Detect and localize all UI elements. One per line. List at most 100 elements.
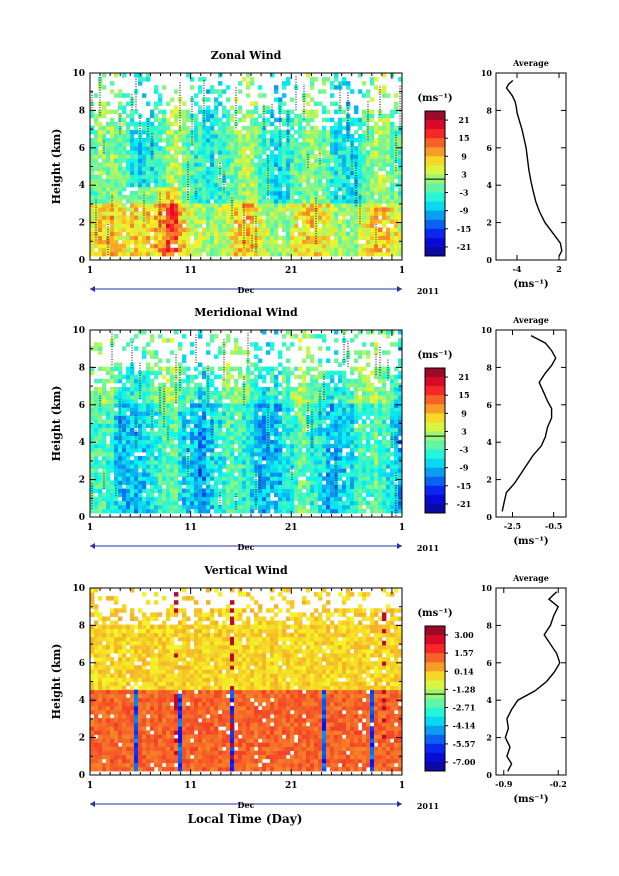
heatmap-cell [382, 93, 387, 98]
heatmap-cell [126, 403, 131, 408]
heatmap-cell [182, 109, 187, 115]
heatmap-cell [294, 399, 299, 404]
heatmap-cell [218, 476, 223, 481]
heatmap-cell [166, 378, 171, 384]
heatmap-cell [302, 460, 307, 465]
heatmap-cell [242, 452, 247, 457]
heatmap-cell [158, 101, 163, 106]
heatmap-cell [134, 399, 139, 404]
heatmap-cell [310, 154, 315, 159]
heatmap-cell [186, 223, 191, 228]
heatmap-cell [286, 504, 291, 510]
heatmap-cell [162, 480, 167, 485]
heatmap-cell [110, 427, 115, 433]
heatmap-cell [150, 427, 155, 433]
heatmap-cell [122, 386, 127, 392]
heatmap-cell [258, 370, 263, 376]
colorbar-tick-label: 3 [461, 169, 467, 179]
heatmap-cell [210, 488, 215, 493]
heatmap-cell [274, 508, 279, 514]
heatmap-cell [114, 146, 119, 151]
heatmap-cell [122, 480, 127, 485]
heatmap-cell [130, 166, 135, 171]
heatmap-cell [134, 484, 139, 489]
heatmap-cell [234, 239, 239, 245]
heatmap-cell [306, 101, 311, 106]
heatmap-cell [294, 113, 299, 119]
heatmap-cell [158, 399, 163, 404]
heatmap-cell [102, 219, 107, 224]
heatmap-cell [222, 492, 227, 498]
heatmap-cell [246, 154, 251, 159]
heatmap-cell [114, 174, 119, 180]
heatmap-cell [258, 239, 263, 245]
heatmap-cell [162, 456, 167, 461]
heatmap-cell [226, 496, 231, 502]
heatmap-cell [242, 468, 247, 473]
heatmap-cell [318, 247, 323, 253]
heatmap-cell [286, 480, 291, 485]
heatmap-cell [250, 154, 255, 159]
heatmap-cell [254, 182, 259, 188]
heatmap-cell [178, 182, 183, 188]
heatmap-cell [198, 443, 203, 449]
heatmap-cell [126, 443, 131, 449]
heatmap-cell [218, 346, 223, 351]
heatmap-cell [222, 415, 227, 420]
heatmap-cell [302, 93, 307, 98]
heatmap-cell [130, 366, 135, 372]
heatmap-cell [150, 488, 155, 493]
heatmap-cell [306, 231, 311, 236]
heatmap-cell [306, 419, 311, 424]
heatmap-cell [226, 492, 231, 498]
heatmap-cell [234, 403, 239, 408]
heatmap-cell [222, 484, 227, 489]
heatmap-cell [142, 215, 147, 220]
heatmap-cell [226, 439, 231, 445]
heatmap-cell [194, 391, 199, 396]
heatmap-cell [282, 411, 287, 416]
heatmap-cell [310, 500, 315, 506]
heatmap-cell [102, 447, 107, 453]
heatmap-cell [194, 407, 199, 412]
heatmap-cell [194, 211, 199, 216]
heatmap-cell [334, 158, 339, 163]
heatmap-cell [98, 480, 103, 485]
heatmap-cell [230, 484, 235, 489]
heatmap-cell [334, 150, 339, 155]
heatmap-cell [178, 199, 183, 204]
heatmap-cell [154, 419, 159, 424]
heatmap-cell [210, 395, 215, 400]
heatmap-cell [174, 231, 179, 236]
heatmap-cell [318, 199, 323, 204]
heatmap-cell [134, 378, 139, 384]
heatmap-cell [130, 362, 135, 367]
heatmap-cell [138, 431, 143, 437]
heatmap-cell [262, 464, 267, 469]
heatmap-cell [366, 125, 371, 131]
heatmap-cell [94, 391, 99, 396]
heatmap-cell [370, 186, 375, 192]
heatmap-cell [294, 476, 299, 481]
heatmap-cell [322, 508, 327, 514]
heatmap-cell [314, 443, 319, 449]
heatmap-cell [154, 195, 159, 200]
heatmap-cell [322, 109, 327, 115]
heatmap-cell [278, 199, 283, 204]
heatmap-cell [94, 174, 99, 180]
heatmap-cell [394, 146, 399, 151]
y-tick-label: 8 [79, 106, 85, 116]
heatmap-cell [94, 223, 99, 228]
heatmap-cell [218, 415, 223, 420]
heatmap-cell [162, 235, 167, 241]
heatmap-cell [238, 476, 243, 481]
heatmap-cell [146, 452, 151, 457]
heatmap-cell [226, 125, 231, 131]
heatmap-cell [318, 150, 323, 155]
heatmap-cell [238, 370, 243, 376]
heatmap-cell [366, 239, 371, 245]
heatmap-cell [110, 423, 115, 428]
heatmap-cell [262, 146, 267, 151]
heatmap-cell [342, 138, 347, 143]
